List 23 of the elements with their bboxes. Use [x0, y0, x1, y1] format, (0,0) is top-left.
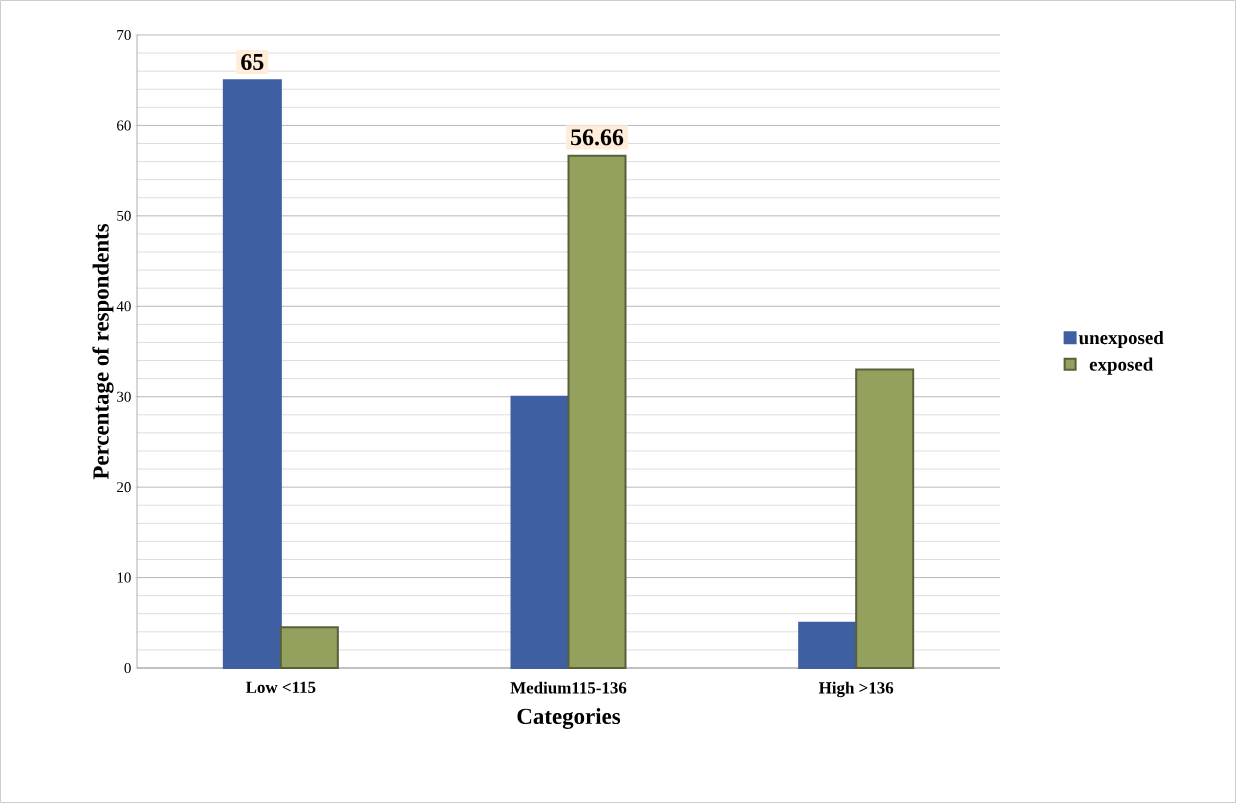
- y-tick-label: 10: [117, 572, 131, 583]
- y-tick-label: 20: [117, 482, 131, 493]
- y-tick-label: 40: [116, 301, 131, 312]
- y-tick-label: 0: [124, 662, 131, 674]
- bar: [798, 621, 858, 669]
- x-tick-label: Low <115: [245, 681, 316, 693]
- bar: [510, 395, 570, 669]
- x-axis-title: Categories: [517, 707, 621, 729]
- y-tick-label: 30: [117, 391, 131, 402]
- legend-label: exposed: [1089, 357, 1154, 375]
- bar: [567, 154, 627, 669]
- legend-label: unexposed: [1078, 330, 1164, 349]
- bar: [855, 368, 915, 669]
- x-tick-label: High >136: [818, 681, 894, 698]
- bar: [222, 79, 282, 669]
- y-tick-label: 50: [117, 210, 131, 221]
- y-tick-label: 70: [117, 29, 131, 41]
- bar: [279, 626, 339, 669]
- y-axis-title: Percentage of respondents: [92, 223, 114, 480]
- data-label: 65: [241, 53, 264, 71]
- x-tick-label: Medium115-136: [510, 681, 627, 694]
- data-label: 56.66: [571, 129, 624, 146]
- y-tick-label: 60: [117, 120, 131, 131]
